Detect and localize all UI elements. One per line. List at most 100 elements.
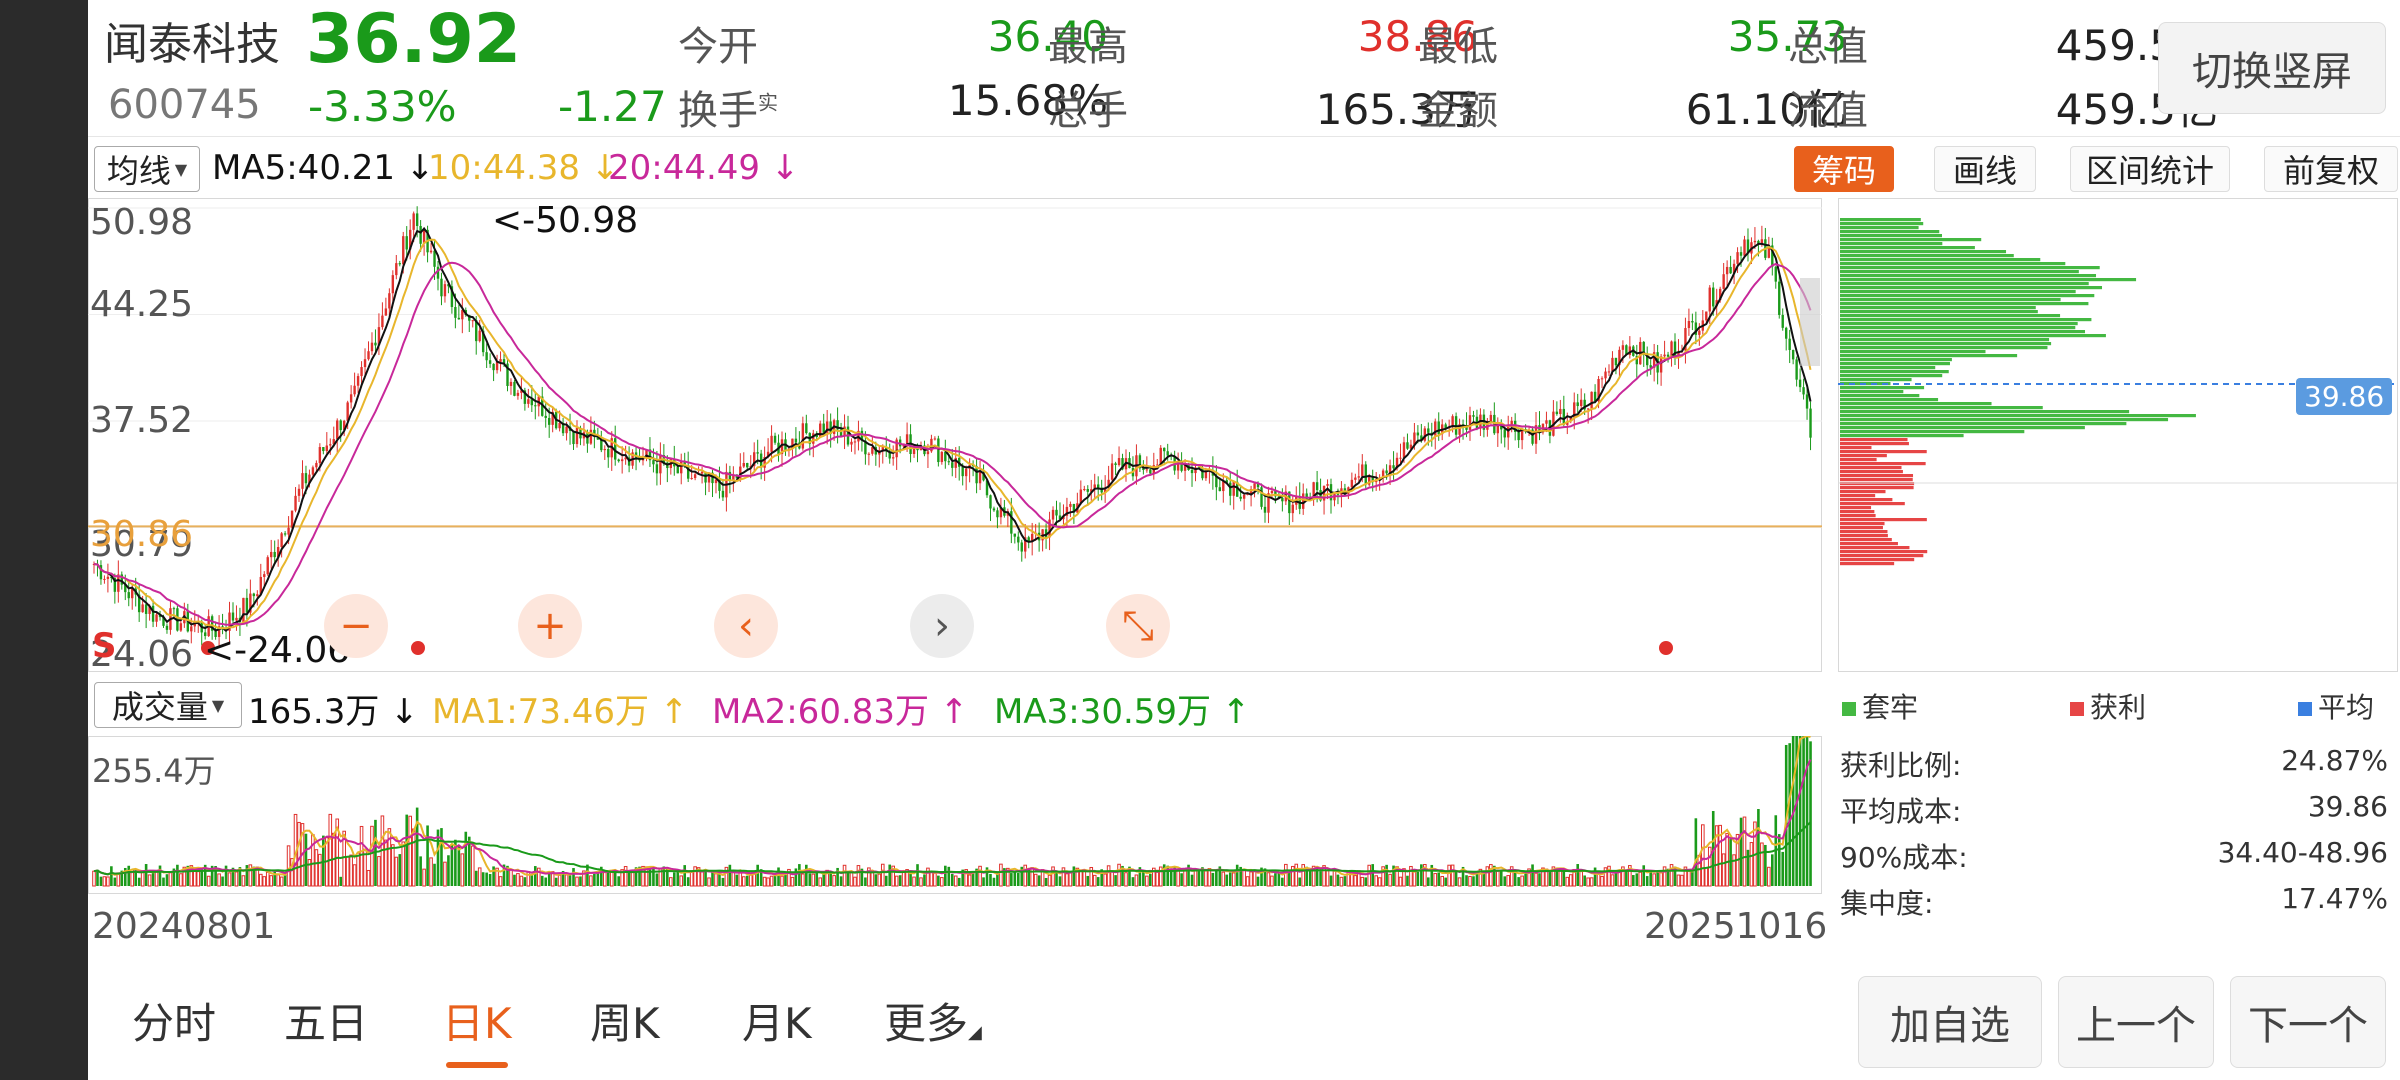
volume-chart-frame[interactable] bbox=[88, 736, 1822, 894]
volume-bar bbox=[1215, 870, 1218, 886]
volume-bar bbox=[1485, 866, 1490, 887]
add-watchlist-button[interactable]: 加自选 bbox=[1858, 976, 2042, 1068]
chip-bar bbox=[1840, 378, 1912, 382]
volume-bar bbox=[1701, 824, 1705, 887]
candle-body bbox=[1090, 489, 1093, 492]
volume-bar bbox=[1457, 877, 1462, 887]
volume-bar bbox=[1030, 867, 1034, 887]
scroll-left-button[interactable]: ‹ bbox=[714, 594, 778, 658]
candle-body bbox=[1183, 464, 1187, 471]
adjust-button[interactable]: 前复权 bbox=[2264, 146, 2398, 192]
previous-button[interactable]: 上一个 bbox=[2058, 976, 2214, 1068]
tab-intraday[interactable]: 分时 bbox=[132, 999, 217, 1048]
candle-body bbox=[1743, 239, 1746, 256]
volume-bar bbox=[627, 872, 631, 886]
volume-bar bbox=[1367, 864, 1372, 887]
chip-bar bbox=[1840, 494, 1876, 498]
volume-bar bbox=[509, 869, 513, 887]
chips-button[interactable]: 筹码 bbox=[1794, 146, 1894, 192]
candle-body bbox=[137, 594, 141, 613]
volume-bar bbox=[530, 875, 534, 886]
candle-body bbox=[523, 390, 527, 404]
next-button[interactable]: 下一个 bbox=[2230, 976, 2386, 1068]
candle-body bbox=[1322, 485, 1326, 501]
legend-swatch bbox=[2070, 702, 2084, 716]
volume-bar bbox=[1249, 871, 1253, 887]
volume-bar bbox=[971, 872, 975, 886]
draw-line-button[interactable]: 画线 bbox=[1934, 146, 2036, 192]
volume-bar bbox=[1714, 825, 1719, 887]
candle-body bbox=[412, 213, 415, 230]
volume-bar bbox=[426, 825, 429, 886]
tab-more[interactable]: 更多◢ bbox=[884, 999, 982, 1048]
selection-band bbox=[1800, 278, 1820, 366]
volume-bar bbox=[557, 874, 562, 887]
volume-bar bbox=[495, 867, 499, 887]
tab-five-day[interactable]: 五日 bbox=[284, 999, 369, 1048]
tab-weekly-k[interactable]: 周K bbox=[590, 999, 660, 1048]
volume-bar bbox=[168, 871, 173, 887]
volume-bar bbox=[1149, 873, 1152, 886]
ma-selector[interactable]: 均线 ▼ bbox=[94, 146, 200, 192]
volume-bar bbox=[457, 845, 461, 886]
candle-body bbox=[106, 576, 110, 579]
volume-bar bbox=[1173, 867, 1176, 886]
zoom-out-button[interactable]: − bbox=[324, 594, 388, 658]
candle-body bbox=[1103, 488, 1107, 493]
chip-bar bbox=[1840, 498, 1893, 502]
stat-label-total-cap: 总值 bbox=[1788, 24, 1868, 70]
candle-body bbox=[1614, 357, 1618, 366]
candle-body bbox=[1760, 239, 1764, 244]
candle-body bbox=[203, 632, 207, 637]
volume-bar bbox=[811, 873, 816, 887]
volume-bar bbox=[1231, 872, 1236, 887]
volume-bar bbox=[1600, 875, 1604, 887]
candle-body bbox=[860, 430, 864, 441]
candle-body bbox=[1677, 351, 1680, 357]
volume-bar bbox=[1669, 864, 1674, 887]
candle-body bbox=[506, 363, 509, 386]
candle-body bbox=[1069, 504, 1072, 507]
candle-body bbox=[131, 588, 134, 599]
stat-value-high: 38.86 bbox=[1357, 12, 1478, 61]
candle-body bbox=[440, 278, 443, 297]
volume-bar bbox=[1364, 877, 1368, 886]
volume-bar bbox=[1360, 876, 1365, 887]
switch-portrait-button[interactable]: 切换竖屏 bbox=[2158, 22, 2386, 114]
volume-bar bbox=[832, 875, 836, 887]
volume-selector[interactable]: 成交量 ▼ bbox=[94, 682, 242, 728]
volume-bar bbox=[550, 871, 555, 887]
volume-bar bbox=[1079, 870, 1083, 887]
volume-bar bbox=[366, 869, 371, 887]
chip-bar bbox=[1840, 518, 1927, 522]
candle-body bbox=[1611, 357, 1614, 372]
zoom-in-button[interactable]: + bbox=[518, 594, 582, 658]
volume-bar bbox=[1520, 875, 1524, 887]
cost-90-label: 90%成本: bbox=[1840, 841, 1968, 874]
shrink-button[interactable]: ⤡ bbox=[1106, 594, 1170, 658]
candle-body bbox=[1302, 493, 1305, 509]
tab-monthly-k[interactable]: 月K bbox=[742, 999, 812, 1048]
volume-bar bbox=[1218, 866, 1222, 886]
scroll-right-button[interactable]: › bbox=[910, 594, 974, 658]
volume-bar bbox=[214, 866, 217, 886]
volume-bar bbox=[440, 828, 443, 886]
candle-body bbox=[700, 471, 704, 474]
candle-body bbox=[655, 464, 659, 474]
candle-body bbox=[1510, 420, 1513, 427]
kline-chart-frame[interactable] bbox=[88, 198, 1822, 672]
range-stats-button[interactable]: 区间统计 bbox=[2070, 146, 2230, 192]
candle-body bbox=[124, 584, 127, 593]
volume-bar bbox=[1044, 877, 1048, 886]
volume-bar bbox=[1757, 809, 1760, 886]
candle-body bbox=[982, 471, 985, 481]
volume-bar bbox=[1211, 872, 1215, 886]
candle-body bbox=[481, 330, 485, 353]
change-percent: -3.33% bbox=[308, 82, 457, 131]
volume-bar bbox=[454, 839, 457, 886]
volume-bar bbox=[1138, 867, 1142, 886]
tab-daily-k[interactable]: 日K bbox=[442, 999, 512, 1048]
candle-body bbox=[353, 385, 356, 395]
candle-body bbox=[148, 605, 151, 614]
ma20-label: 20:44.49 ↓ bbox=[608, 148, 800, 188]
